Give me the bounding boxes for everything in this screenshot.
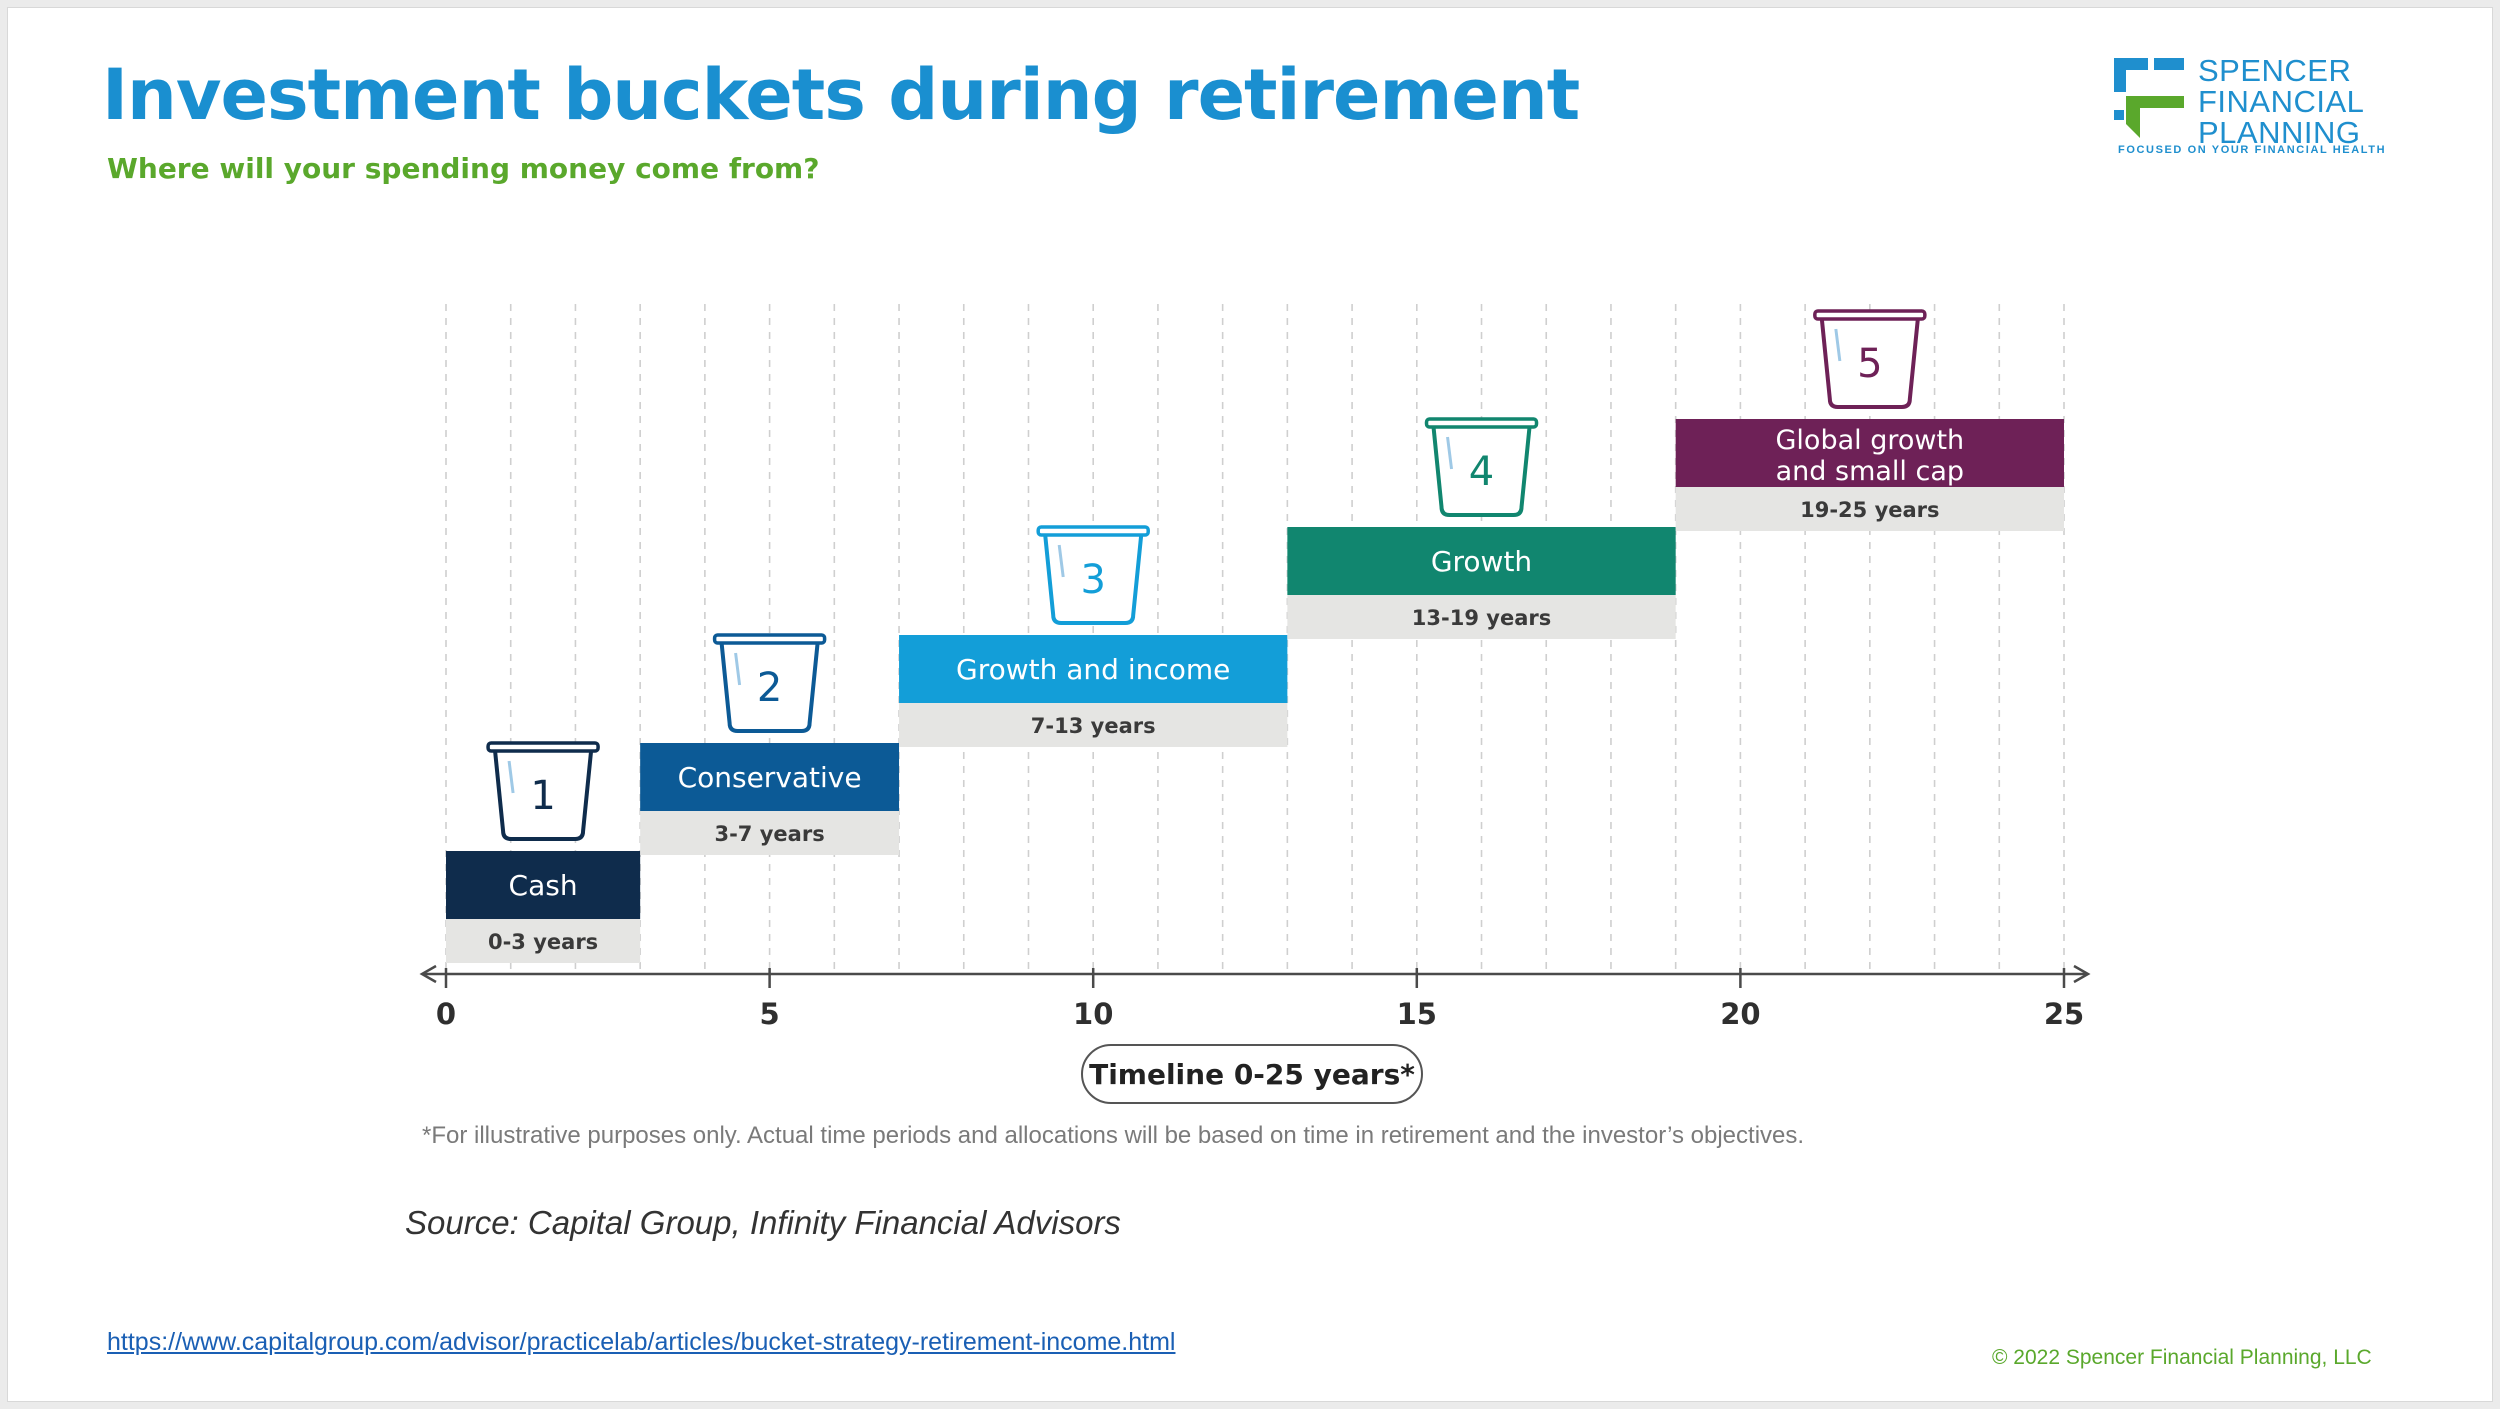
x-axis-label-pill — [1081, 1044, 1423, 1104]
bucket-period-box — [1287, 595, 1676, 639]
source-citation: Source: Capital Group, Infinity Financia… — [405, 1204, 1121, 1241]
logo-line-3: PLANNING — [2198, 115, 2361, 150]
x-tick-label: 15 — [1397, 997, 1437, 1031]
bucket-period: 19-25 years — [1800, 498, 1939, 522]
bucket-number: 3 — [1080, 557, 1105, 603]
bucket-number: 4 — [1469, 449, 1494, 495]
bucket-icon: 4 — [1424, 417, 1539, 517]
bucket-period: 0-3 years — [488, 930, 598, 954]
bucket-period-box — [446, 919, 641, 963]
bucket-label: Growth and income — [956, 653, 1230, 686]
x-tick-label: 25 — [2044, 997, 2084, 1031]
bucket-box — [1675, 419, 2064, 487]
x-axis-arrow-right — [2073, 964, 2091, 984]
x-tick-label: 10 — [1073, 997, 1113, 1031]
bucket-number: 1 — [530, 773, 555, 819]
bucket-period-box — [1675, 487, 2064, 531]
logo-line-2: FINANCIAL — [2198, 84, 2365, 119]
logo-tagline: FOCUSED ON YOUR FINANCIAL HEALTH — [2118, 144, 2387, 156]
x-axis-label: Timeline 0-25 years* — [1089, 1058, 1415, 1091]
bucket-label: Global growth — [1776, 425, 1965, 456]
bucket-icon: 5 — [1813, 309, 1927, 409]
bucket-period: 13-19 years — [1412, 606, 1551, 630]
x-axis-arrow-left — [419, 964, 437, 984]
bucket-box — [640, 743, 900, 811]
bucket-number: 2 — [757, 665, 782, 711]
x-tick-label: 0 — [436, 997, 456, 1031]
bucket-icon: 1 — [486, 741, 600, 841]
bucket-chart: Cash 0-3 years 1 Conservative 3-7 years 2 Grow… — [419, 304, 2091, 1104]
logo-line-1: SPENCER — [2198, 53, 2352, 88]
bucket-number: 5 — [1857, 341, 1882, 387]
sfp-logo-icon — [2114, 58, 2184, 138]
page-title: Investment buckets during retirement — [102, 54, 1580, 136]
x-tick-label: 20 — [1720, 997, 1760, 1031]
bucket-icon: 2 — [712, 633, 827, 733]
slide: Investment buckets during retirement Whe… — [7, 7, 2493, 1402]
bucket-label: Conservative — [678, 761, 862, 794]
bucket-label: and small cap — [1776, 456, 1964, 487]
copyright-notice: © 2022 Spencer Financial Planning, LLC — [1992, 1346, 2372, 1369]
chart-footnote: *For illustrative purposes only. Actual … — [422, 1122, 1805, 1149]
bucket-box — [446, 851, 641, 919]
source-link[interactable]: https://www.capitalgroup.com/advisor/pra… — [107, 1328, 1176, 1356]
bucket-box — [1287, 527, 1676, 595]
bucket-label: Growth — [1431, 545, 1532, 578]
bucket-icon: 3 — [1036, 525, 1150, 625]
bucket-period-box — [640, 811, 900, 855]
bucket-box — [899, 635, 1288, 703]
x-tick-label: 5 — [760, 997, 780, 1031]
page-subtitle: Where will your spending money come from… — [107, 152, 820, 185]
bucket-period: 3-7 years — [714, 822, 824, 846]
company-logo: SPENCER FINANCIAL PLANNING FOCUSED ON YO… — [2114, 52, 2414, 172]
bucket-period: 7-13 years — [1031, 714, 1156, 738]
bucket-label: Cash — [509, 869, 578, 902]
bucket-period-box — [899, 703, 1288, 747]
